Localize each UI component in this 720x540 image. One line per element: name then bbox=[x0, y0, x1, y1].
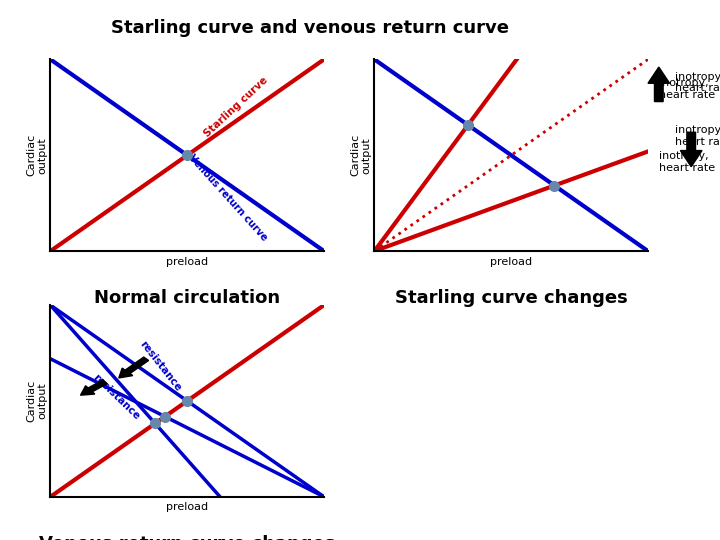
Text: inotropy,
heart rate: inotropy, heart rate bbox=[675, 125, 720, 147]
Y-axis label: Cardiac
output: Cardiac output bbox=[350, 134, 372, 177]
Text: Venous return curve changes: Venous return curve changes bbox=[39, 535, 336, 540]
Text: Starling curve and venous return curve: Starling curve and venous return curve bbox=[111, 19, 508, 37]
Y-axis label: Cardiac
output: Cardiac output bbox=[26, 134, 48, 177]
Text: resistance: resistance bbox=[137, 339, 183, 394]
X-axis label: preload: preload bbox=[166, 256, 208, 267]
Text: Starling curve changes: Starling curve changes bbox=[395, 289, 628, 307]
Text: inotropy,
heart rate: inotropy, heart rate bbox=[675, 72, 720, 93]
Y-axis label: Cardiac
output: Cardiac output bbox=[26, 380, 48, 422]
FancyArrow shape bbox=[119, 357, 148, 378]
Text: Venous return curve: Venous return curve bbox=[187, 152, 269, 242]
Text: Normal circulation: Normal circulation bbox=[94, 289, 280, 307]
Text: Starling curve: Starling curve bbox=[202, 75, 270, 139]
Text: inotropy,
heart rate: inotropy, heart rate bbox=[659, 78, 715, 100]
X-axis label: preload: preload bbox=[490, 256, 532, 267]
FancyArrow shape bbox=[81, 380, 107, 395]
Text: resistance: resistance bbox=[91, 373, 141, 422]
X-axis label: preload: preload bbox=[166, 502, 208, 512]
Text: inotropy,
heart rate: inotropy, heart rate bbox=[659, 151, 715, 173]
